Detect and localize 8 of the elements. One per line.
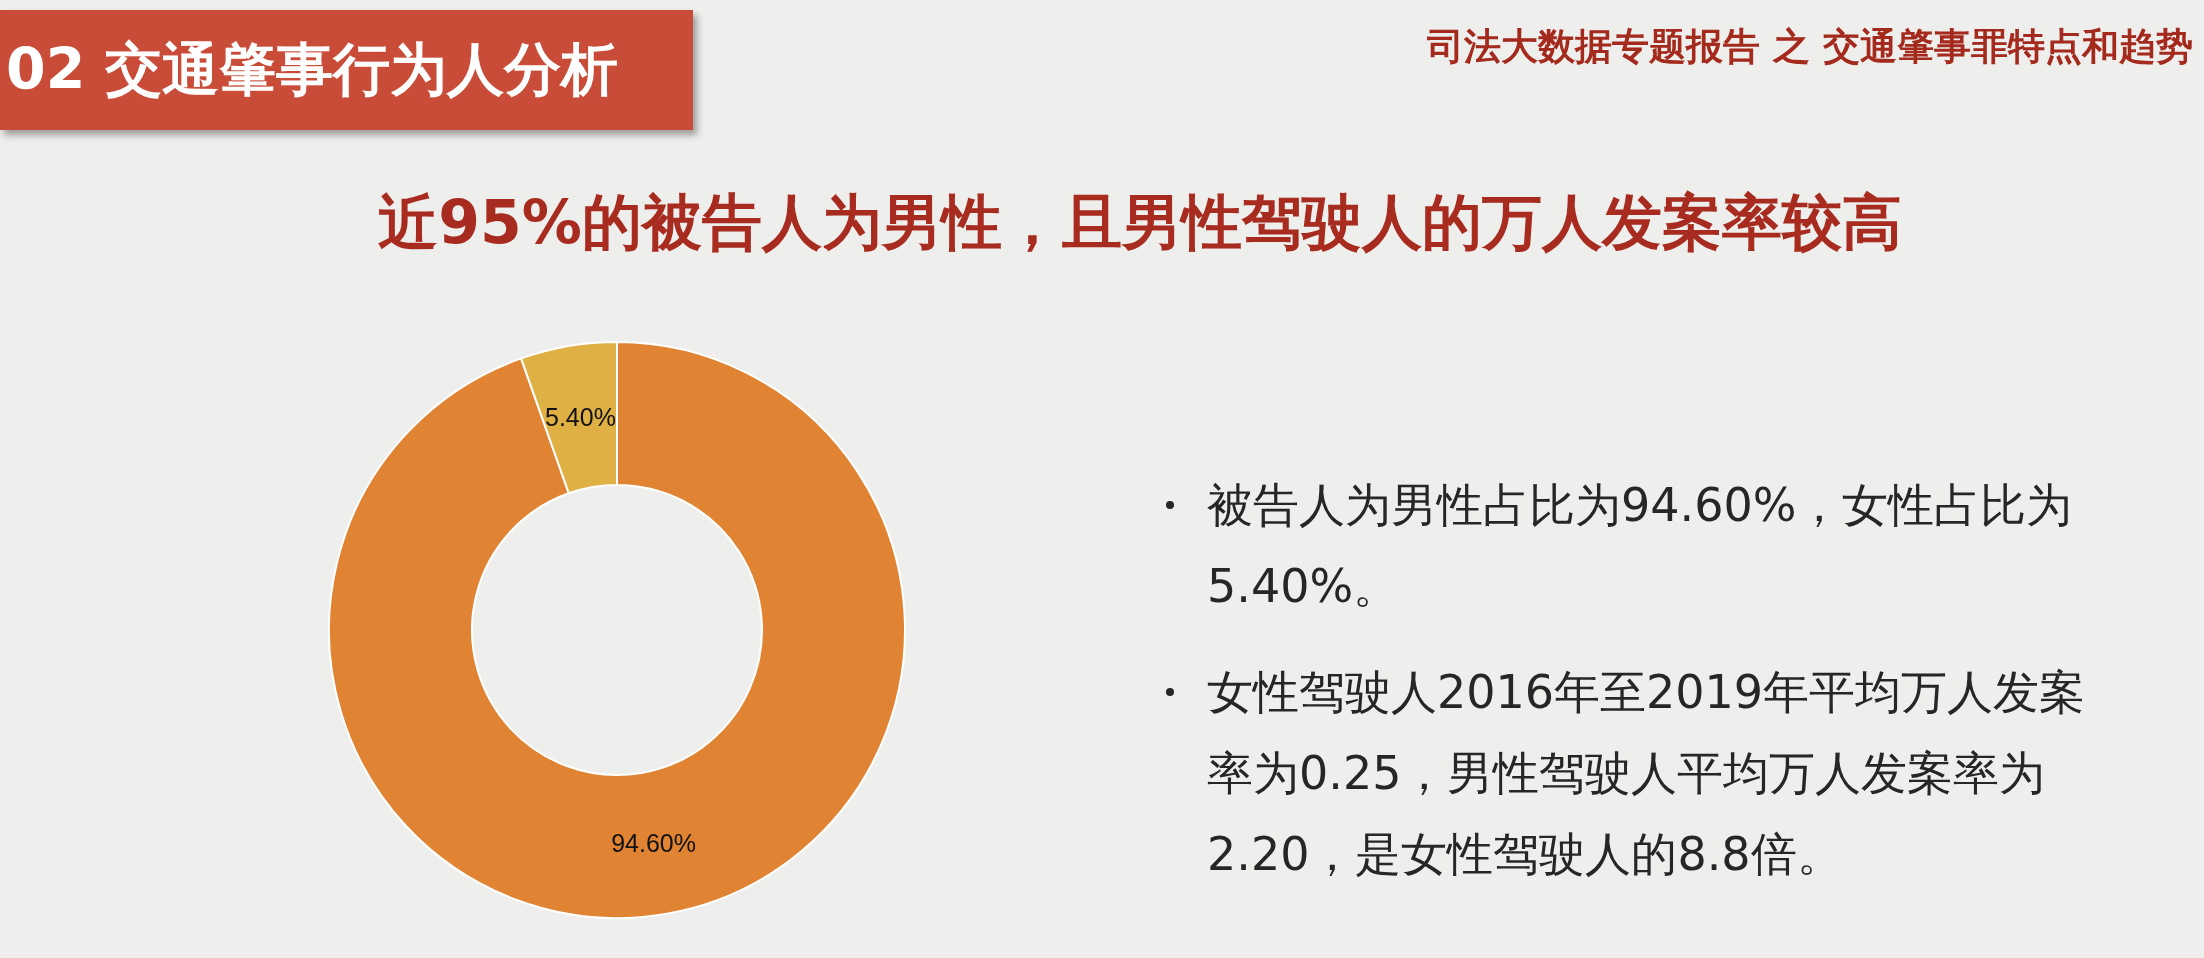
text: 司法大数据专题报告 之 交通肇事罪特点和趋势 — [1427, 24, 2193, 70]
text: 被告人为男性占比为94.60%，女性占比为5.40%。 — [1207, 478, 2073, 613]
header-banner: 02 交通肇事行为人分析 — [0, 10, 693, 130]
donut-slice — [328, 341, 906, 919]
text: 近95%的被告人为男性，且男性驾驶人的万人发案率较高 — [377, 186, 1903, 259]
data-label: 5.40% — [545, 402, 616, 431]
text: 女性驾驶人2016年至2019年平均万人发案率为0.25，男性驾驶人平均万人发案率为2.20，是女性驾驶人的8.8倍。 — [1207, 665, 2086, 881]
data-label: 94.60% — [611, 829, 696, 858]
